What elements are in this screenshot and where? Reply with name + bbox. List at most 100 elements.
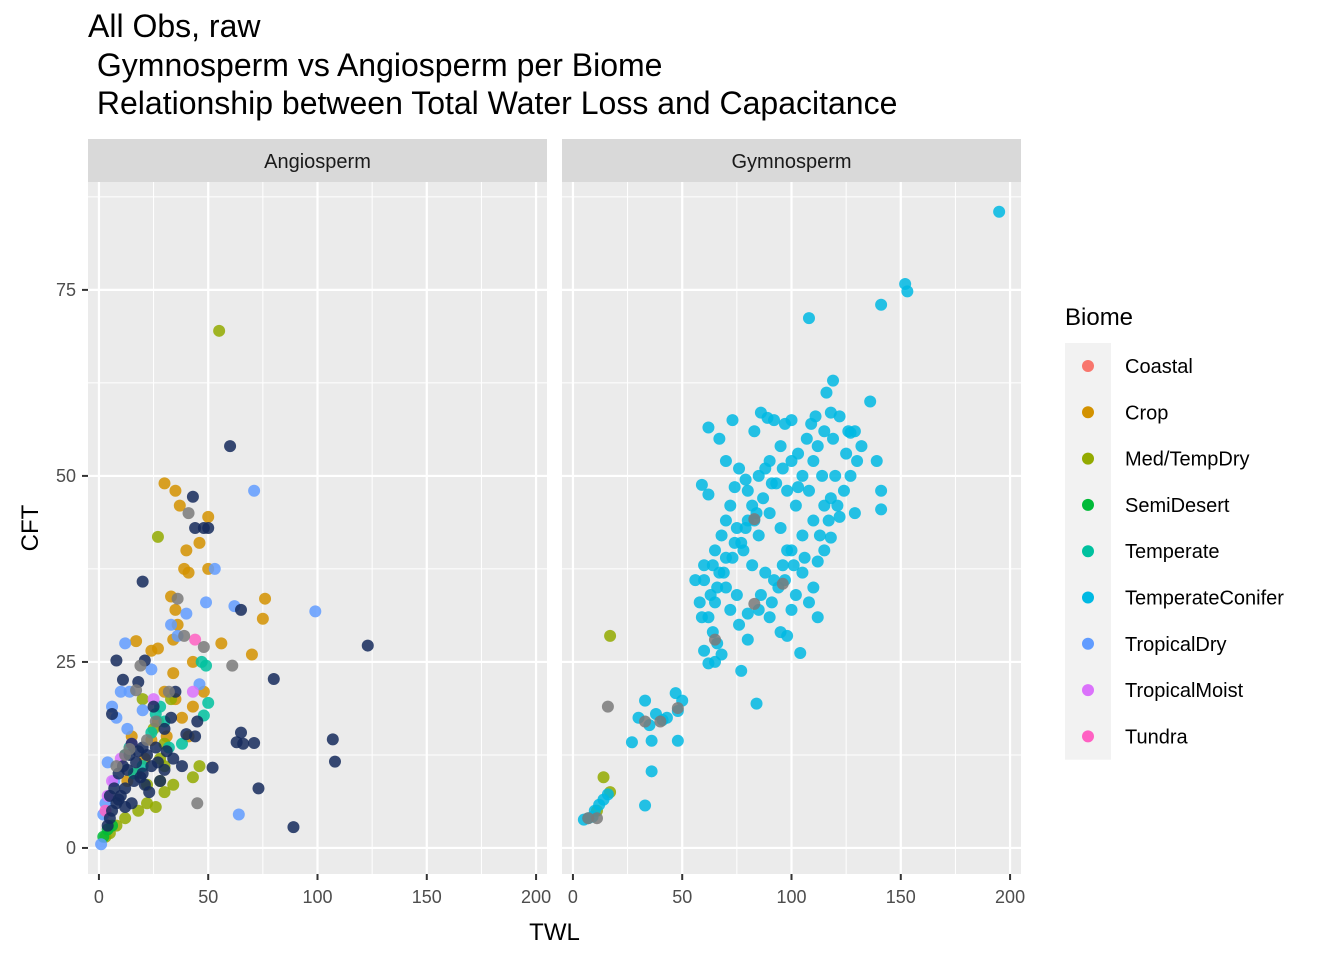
data-point	[149, 715, 162, 728]
data-point	[186, 655, 199, 668]
legend-label: SemiDesert	[1125, 495, 1230, 517]
data-point	[713, 432, 726, 445]
data-point	[149, 741, 162, 754]
y-tick-label: 75	[56, 280, 76, 300]
data-point	[702, 488, 715, 501]
data-point	[704, 588, 717, 601]
data-point	[191, 797, 204, 810]
data-point	[807, 514, 820, 527]
data-point	[158, 477, 171, 490]
data-point	[794, 647, 807, 660]
data-point	[151, 530, 164, 543]
data-point	[248, 737, 261, 750]
data-point	[143, 786, 156, 799]
data-point	[818, 544, 831, 557]
data-point	[776, 462, 789, 475]
data-point	[787, 559, 800, 572]
data-point	[287, 821, 300, 834]
data-point	[180, 544, 193, 557]
legend-key	[1082, 498, 1094, 511]
data-point	[186, 700, 199, 713]
data-point	[781, 484, 794, 497]
data-point	[733, 462, 746, 475]
data-point	[671, 702, 684, 715]
data-point	[167, 778, 180, 791]
data-point	[792, 447, 805, 460]
legend-key	[1082, 452, 1094, 465]
legend-item: Coastal	[1082, 356, 1193, 378]
data-point	[754, 588, 767, 601]
data-point	[110, 760, 123, 773]
legend-item: Tundra	[1082, 726, 1189, 748]
data-point	[361, 639, 374, 652]
data-point	[189, 633, 202, 646]
data-point	[114, 685, 127, 698]
data-point	[719, 514, 732, 527]
facet-strip	[562, 139, 1021, 182]
data-point	[202, 522, 215, 534]
data-point	[136, 704, 149, 717]
data-point	[202, 510, 215, 523]
data-point	[197, 641, 210, 654]
data-point	[213, 324, 226, 337]
data-point	[121, 763, 134, 776]
data-point	[160, 745, 173, 758]
data-point	[145, 663, 158, 676]
points-gymnosperm	[577, 205, 1006, 826]
data-point	[741, 484, 754, 497]
data-point	[802, 484, 815, 497]
data-point	[202, 696, 215, 709]
data-point	[226, 659, 239, 672]
data-point	[778, 417, 791, 430]
data-point	[844, 469, 857, 482]
data-point	[822, 514, 835, 527]
data-point	[669, 687, 682, 700]
data-point	[855, 440, 868, 453]
data-point	[785, 603, 798, 616]
legend-key	[1082, 360, 1094, 372]
data-point	[827, 432, 840, 445]
legend-title: Biome	[1065, 304, 1133, 331]
data-point	[119, 748, 132, 761]
data-point	[776, 559, 789, 572]
data-point	[158, 786, 171, 799]
data-point	[169, 484, 182, 497]
data-point	[776, 577, 789, 590]
legend-key	[1082, 406, 1094, 419]
data-point	[230, 736, 243, 749]
data-point	[639, 715, 652, 728]
data-point	[796, 529, 809, 542]
legend-item: TemperateConifer	[1082, 588, 1284, 610]
data-point	[671, 734, 684, 747]
legend-label: Temperate	[1125, 541, 1220, 563]
data-point	[110, 654, 123, 667]
data-point	[698, 644, 711, 657]
data-point	[645, 734, 658, 747]
data-point	[752, 529, 765, 542]
data-point	[724, 499, 737, 512]
data-point	[733, 618, 746, 631]
legend-item: Crop	[1082, 402, 1168, 424]
data-point	[816, 469, 829, 482]
data-point	[134, 659, 147, 672]
data-point	[256, 612, 269, 625]
title-line-1: All Obs, raw	[88, 8, 261, 44]
data-point	[829, 469, 842, 482]
data-point	[840, 447, 853, 460]
data-point	[200, 596, 213, 609]
data-point	[864, 395, 877, 408]
data-point	[831, 499, 844, 512]
data-point	[726, 414, 739, 427]
data-point	[757, 492, 770, 505]
facet-strip-label: Gymnosperm	[731, 151, 851, 173]
data-point	[698, 559, 711, 572]
data-point	[807, 455, 820, 468]
data-point	[193, 536, 206, 549]
data-point	[848, 507, 861, 520]
legend-label: TemperateConifer	[1125, 588, 1284, 610]
legend-key	[1082, 637, 1094, 650]
data-point	[252, 782, 265, 795]
data-point	[191, 715, 204, 728]
data-point	[645, 765, 658, 778]
